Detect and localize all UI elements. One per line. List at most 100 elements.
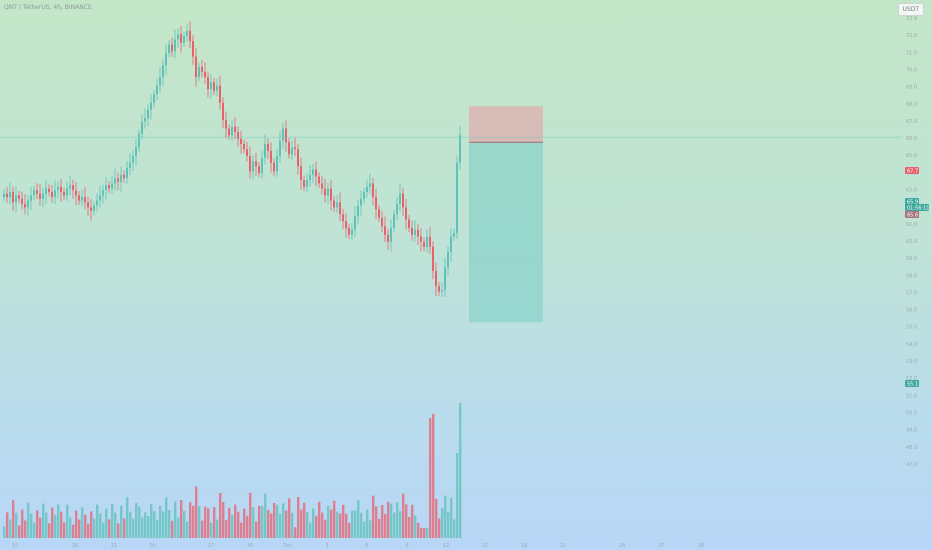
volume-bar (306, 511, 309, 538)
candle-body (456, 162, 458, 234)
candle-body (18, 195, 20, 199)
candle-body (36, 190, 38, 194)
candle-body (171, 44, 173, 52)
volume-bar (348, 522, 351, 538)
volume-bar (390, 503, 393, 538)
volume-bar (129, 511, 132, 538)
volume-bar (273, 503, 276, 538)
volume-bar (261, 505, 264, 538)
time-tick-label: 18 (521, 543, 527, 549)
stop-price-label: 67.7 (907, 169, 918, 175)
time-tick-label: 27 (208, 543, 214, 549)
price-tick-label: 52.0 (906, 376, 917, 382)
volume-bar (285, 510, 288, 538)
candle-body (126, 167, 128, 179)
candle-body (102, 190, 104, 196)
candle-body (270, 150, 272, 163)
volume-bar (366, 509, 369, 538)
candle-body (183, 35, 185, 43)
price-tick-label: 72.0 (906, 33, 917, 39)
candle-body (402, 193, 404, 208)
volume-bar (279, 513, 282, 538)
take-profit-zone (469, 142, 543, 323)
volume-bar (159, 506, 162, 538)
candle-body (342, 214, 344, 222)
candle-body (327, 188, 329, 196)
volume-bar (288, 498, 291, 538)
candle-body (3, 193, 5, 198)
candle-body (225, 119, 227, 129)
price-tick-label: 61.0 (906, 222, 917, 228)
price-tick-label: 55.0 (906, 325, 917, 331)
volume-bar (303, 502, 306, 538)
volume-bar (27, 502, 30, 538)
time-tick-label: 24 (619, 543, 625, 549)
volume-bar (291, 512, 294, 538)
volume-bar (66, 504, 69, 538)
volume-bar (93, 518, 96, 538)
price-tick-label: 72.9 (906, 16, 917, 22)
candle-body (246, 149, 248, 156)
volume-bar (198, 506, 201, 538)
candle-body (372, 183, 374, 198)
volume-bar (51, 507, 54, 538)
candle-body (309, 174, 311, 180)
volume-bar (381, 505, 384, 538)
candle-body (78, 195, 80, 201)
price-tick-label: 67.0 (906, 119, 917, 125)
candle-body (63, 191, 65, 196)
price-tick-label: 48.0 (906, 445, 917, 451)
countdown-price-marker (905, 204, 929, 211)
volume-bar (63, 522, 66, 538)
volume-bar (330, 509, 333, 538)
candle-body (303, 179, 305, 187)
candle-body (60, 186, 62, 192)
candle-body (267, 143, 269, 151)
candle-body (282, 128, 284, 141)
currency-button[interactable]: USDT (897, 3, 924, 16)
candle-body (261, 157, 263, 174)
candle-body (123, 174, 125, 179)
candle-body (204, 71, 206, 78)
candle-body (195, 56, 197, 78)
volume-bar (213, 507, 216, 538)
candle-body (441, 289, 443, 292)
volume-bar (423, 528, 426, 538)
volume-bar (447, 511, 450, 538)
volume-bar (429, 418, 432, 538)
volume-bar (318, 501, 321, 538)
candle-body (6, 193, 8, 198)
candle-body (300, 166, 302, 180)
price-tick-label: 69.0 (906, 85, 917, 91)
candle-body (231, 126, 233, 136)
candle-body (438, 286, 440, 292)
candle-body (360, 198, 362, 206)
volume-bar (57, 504, 60, 538)
time-tick-label: 24 (149, 543, 155, 549)
candle-body (39, 193, 41, 199)
volume-bar (39, 517, 42, 538)
time-tick-label: 15 (12, 543, 18, 549)
candle-body (96, 200, 98, 206)
candle-body (228, 128, 230, 136)
candle-body (408, 219, 410, 229)
candle-body (333, 200, 335, 208)
volume-bar (258, 505, 261, 538)
candle-body (120, 174, 122, 182)
candle-body (147, 109, 149, 119)
candle-body (42, 193, 44, 199)
time-tick-label: 30 (698, 543, 704, 549)
candle-body (429, 236, 431, 247)
volume-bar (216, 519, 219, 538)
candle-body (330, 188, 332, 201)
volume-bar (402, 493, 405, 538)
candle-body (168, 44, 170, 54)
candle-body (237, 131, 239, 139)
candle-body (84, 197, 86, 203)
candle-body (255, 161, 257, 167)
volume-bar (312, 508, 315, 538)
volume-bar (72, 524, 75, 538)
volume-bar (417, 522, 420, 538)
volume-bar (18, 525, 21, 538)
